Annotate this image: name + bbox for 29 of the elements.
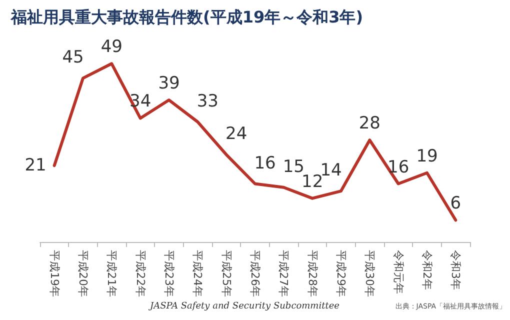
x-tick-label: 平成30年 (363, 250, 376, 297)
data-label: 45 (62, 48, 84, 68)
data-label: 33 (196, 91, 218, 112)
x-tick-label: 平成21年 (105, 250, 118, 297)
x-tick-label: 平成26年 (248, 250, 262, 297)
x-tick-label: 令和元年 (392, 250, 405, 294)
data-label: 39 (158, 74, 180, 94)
x-tick-label: 平成23年 (162, 250, 176, 297)
data-label: 16 (254, 153, 276, 174)
x-tick-label: 令和2年 (420, 250, 434, 290)
x-tick-label: 平成29年 (334, 250, 348, 297)
x-tick-label: 平成20年 (76, 250, 90, 297)
x-tick-label: 平成25年 (220, 250, 233, 297)
x-tick-label: 平成28年 (306, 250, 319, 297)
data-label: 19 (416, 146, 438, 166)
data-label: 49 (100, 37, 122, 58)
data-label: 15 (282, 156, 304, 177)
chart-title: 福祉用具重大事故報告件数(平成19年～令和3年) (10, 8, 364, 26)
x-tick-label: 平成22年 (134, 250, 147, 297)
data-label: 16 (388, 157, 410, 178)
data-label: 6 (450, 194, 462, 214)
x-tick-label: 平成19年 (48, 250, 61, 297)
text: JASPA Safety and Security Subcommittee (148, 302, 340, 312)
x-tick-label: 平成27年 (277, 250, 290, 297)
x-tick-label: 令和3年 (449, 250, 462, 290)
data-label: 24 (226, 124, 248, 144)
x-tick-label: 平成24年 (191, 250, 204, 297)
data-label: 21 (24, 156, 46, 176)
data-label: 28 (358, 114, 380, 134)
